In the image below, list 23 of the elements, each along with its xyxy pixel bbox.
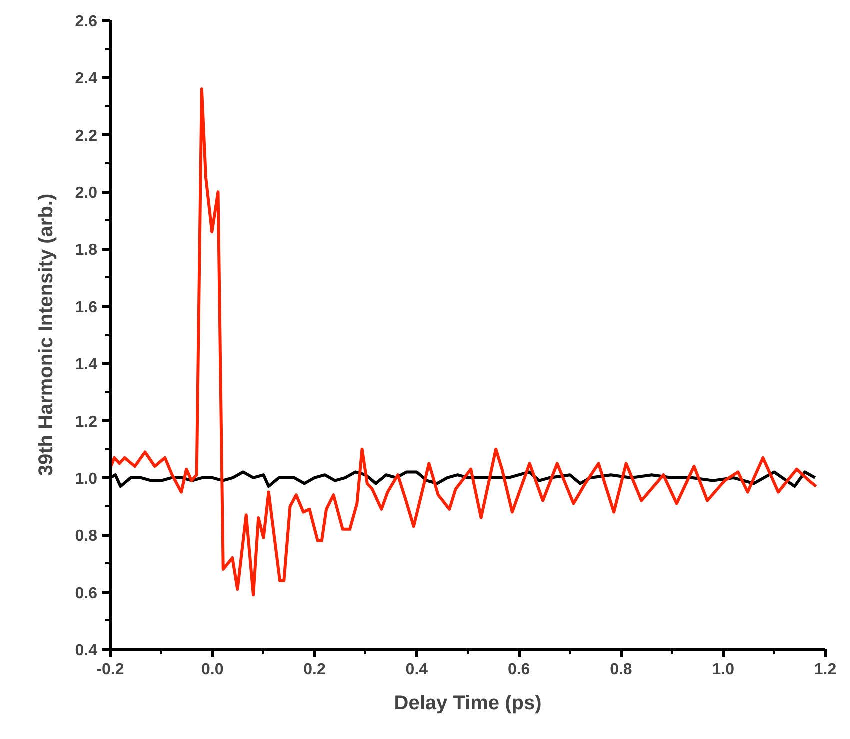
x-axis-title: Delay Time (ps) [394,692,542,714]
y-tick-label: 2.4 [75,70,98,88]
x-tick-label: 0.8 [610,662,632,678]
x-tick-label: 0.2 [304,662,326,678]
x-tick-label: -0.2 [96,662,124,678]
y-tick-label: 1.2 [75,414,98,431]
x-tick-label: 0.4 [406,662,428,678]
y-tick-label: 1.8 [75,242,98,260]
y-tick-label: 1.4 [75,356,98,374]
x-tick-label: 0.0 [202,662,224,678]
y-tick-label: 0.8 [75,528,98,546]
y-tick-label: 0.6 [75,585,98,602]
y-tick-label: 2.2 [75,128,98,145]
line-series [110,88,818,597]
y-axis-title: 39th Harmonic Intensity (arb.) [35,194,58,476]
y-tick-label: 1.6 [75,299,98,316]
y-tick-label: 0.4 [75,642,98,660]
x-tick-label: 1.0 [712,662,735,678]
x-tick-label: 0.6 [508,662,530,678]
y-tick-label: 2.0 [75,185,98,202]
x-tick-label: 1.2 [814,662,837,678]
y-tick-label: 2.6 [75,14,98,30]
y-tick-label: 1.0 [75,470,98,488]
